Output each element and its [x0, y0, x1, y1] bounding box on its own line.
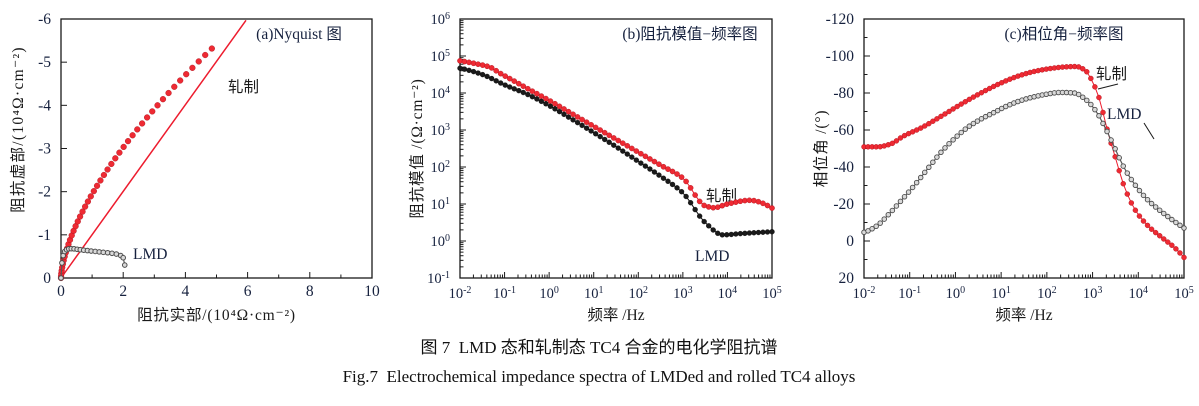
svg-text:-1: -1: [38, 227, 51, 244]
svg-text:20: 20: [839, 270, 855, 287]
svg-text:-100: -100: [826, 48, 855, 65]
svg-text:LMD: LMD: [133, 246, 167, 263]
svg-text:阻抗虚部/(10⁴Ω·cm⁻²): 阻抗虚部/(10⁴Ω·cm⁻²): [9, 46, 27, 213]
svg-text:阻抗实部/(10⁴Ω·cm⁻²): 阻抗实部/(10⁴Ω·cm⁻²): [137, 306, 296, 324]
svg-text:(a)Nyquist 图: (a)Nyquist 图: [256, 26, 342, 43]
svg-text:相位角 /(°): 相位角 /(°): [812, 110, 830, 188]
svg-text:轧制: 轧制: [1096, 65, 1127, 83]
svg-text:图 7 LMD 态和轧制态 TC4 合金的电化学阻抗谱: 图 7 LMD 态和轧制态 TC4 合金的电化学阻抗谱: [421, 338, 778, 357]
svg-text:-5: -5: [38, 54, 51, 71]
svg-text:Fig.7 Electrochemical impedan: Fig.7 Electrochemical impedance spectra …: [343, 367, 856, 386]
svg-text:4: 4: [182, 283, 190, 300]
svg-text:10: 10: [364, 283, 380, 300]
svg-text:(c)相位角−频率图: (c)相位角−频率图: [1005, 25, 1124, 43]
svg-text:-3: -3: [38, 141, 51, 158]
svg-text:-120: -120: [826, 11, 855, 28]
svg-text:-4: -4: [38, 97, 51, 114]
svg-text:-2: -2: [38, 184, 51, 201]
svg-text:8: 8: [306, 283, 314, 300]
svg-text:-80: -80: [833, 85, 854, 102]
svg-text:(b)阻抗模值−频率图: (b)阻抗模值−频率图: [622, 25, 757, 43]
svg-text:轧制: 轧制: [228, 78, 259, 96]
svg-text:2: 2: [119, 283, 127, 300]
svg-text:0: 0: [43, 270, 51, 287]
svg-text:0: 0: [846, 233, 854, 250]
svg-text:LMD: LMD: [695, 248, 729, 265]
svg-text:-40: -40: [833, 159, 854, 176]
svg-text:频率 /Hz: 频率 /Hz: [995, 306, 1052, 324]
svg-text:-60: -60: [833, 122, 854, 139]
svg-text:6: 6: [244, 283, 252, 300]
svg-text:阻抗模值 /(Ω·cm⁻²): 阻抗模值 /(Ω·cm⁻²): [408, 78, 426, 218]
svg-text:-20: -20: [833, 196, 854, 213]
svg-text:LMD: LMD: [1107, 106, 1141, 123]
svg-text:0: 0: [57, 283, 65, 300]
svg-text:频率 /Hz: 频率 /Hz: [587, 306, 644, 324]
svg-text:-6: -6: [38, 11, 51, 28]
